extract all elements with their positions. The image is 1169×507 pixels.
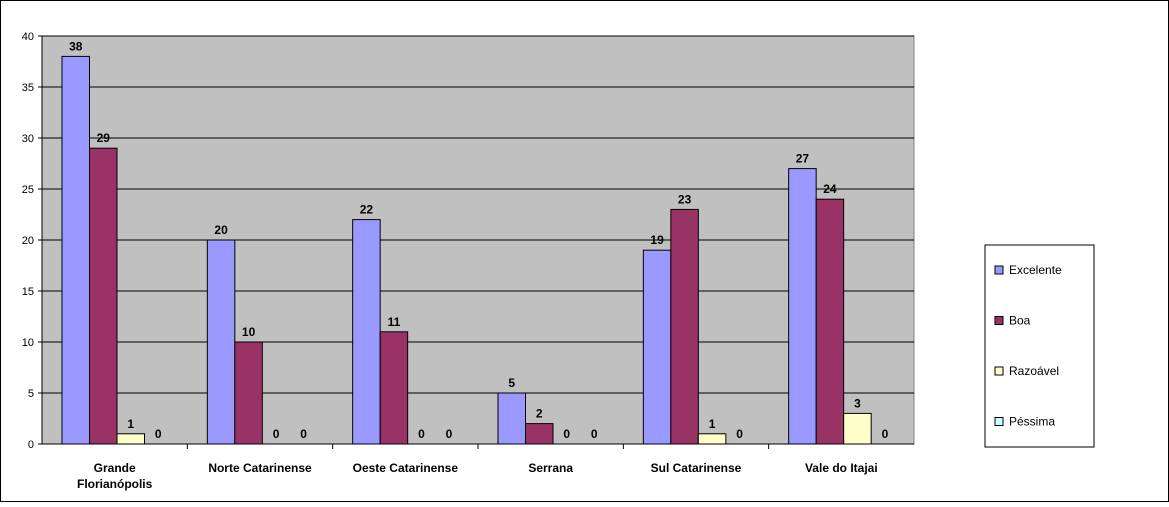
x-tick-label: Serrana	[528, 461, 573, 475]
y-tick-label: 35	[22, 82, 34, 94]
x-tick-label: Norte Catarinense	[208, 461, 312, 475]
y-tick-label: 30	[22, 133, 34, 145]
data-label: 20	[214, 223, 228, 237]
y-tick-label: 10	[22, 337, 34, 349]
bar-excelente	[642, 249, 672, 445]
bar-boa	[670, 208, 699, 445]
legend-swatch	[994, 366, 1004, 376]
legend-swatch	[994, 316, 1004, 325]
bar-excelente	[497, 392, 526, 445]
legend-label: Excelente	[1009, 263, 1062, 277]
bar-excelente	[352, 219, 381, 445]
x-tick-label: Florianópolis	[77, 477, 153, 491]
y-tick-label: 15	[22, 286, 34, 298]
legend-swatch	[994, 417, 1004, 426]
x-tick-label: Sul Catarinense	[651, 461, 742, 475]
data-label: 5	[508, 376, 515, 390]
data-label: 38	[69, 39, 83, 53]
data-label: 1	[127, 417, 134, 431]
legend-label: Péssima	[1009, 415, 1055, 429]
bar-boa	[379, 331, 409, 445]
y-tick-label: 5	[28, 388, 34, 400]
bar-boa	[815, 198, 845, 445]
bar-razoável	[843, 412, 872, 445]
data-label: 3	[854, 396, 861, 410]
data-label: 0	[446, 427, 453, 441]
data-label: 0	[563, 427, 570, 441]
bar-excelente	[206, 239, 236, 445]
data-label: 23	[678, 192, 692, 206]
data-label: 11	[388, 315, 401, 329]
bar-boa	[89, 147, 118, 445]
data-label: 2	[536, 407, 543, 421]
bar-excelente	[788, 168, 817, 445]
legend-label: Razoável	[1009, 364, 1059, 378]
y-tick-label: 25	[22, 184, 34, 196]
data-label: 10	[242, 325, 256, 339]
legend-box	[984, 244, 1095, 448]
data-label: 0	[591, 427, 598, 441]
y-tick-label: 20	[22, 235, 34, 247]
data-label: 19	[650, 233, 664, 247]
legend-swatch	[994, 265, 1004, 275]
data-label: 24	[823, 182, 837, 196]
bar-boa	[234, 341, 263, 445]
bar-razoável	[116, 433, 145, 445]
data-label: 0	[273, 427, 280, 441]
data-label: 1	[709, 417, 716, 431]
bar-boa	[525, 423, 554, 445]
data-label: 0	[736, 427, 743, 441]
x-tick-label: Oeste Catarinense	[353, 461, 459, 475]
data-label: 0	[155, 427, 162, 441]
y-tick-label: 40	[22, 31, 34, 43]
data-label: 27	[796, 152, 810, 166]
data-label: 22	[360, 203, 374, 217]
data-label: 0	[418, 427, 425, 441]
data-label: 0	[882, 427, 889, 441]
plot-area: 0510152025303540382910GrandeFlorianópoli…	[22, 31, 915, 491]
bar-razoável	[697, 433, 727, 445]
bar-excelente	[61, 55, 90, 445]
data-label: 29	[97, 131, 111, 145]
legend-label: Boa	[1009, 314, 1031, 328]
x-tick-label: Grande	[94, 461, 136, 475]
x-tick-label: Vale do Itajai	[805, 461, 878, 475]
legend: Excelente Boa Razoável Péssima	[984, 244, 1095, 448]
y-tick-label: 0	[28, 439, 34, 451]
data-label: 0	[300, 427, 307, 441]
